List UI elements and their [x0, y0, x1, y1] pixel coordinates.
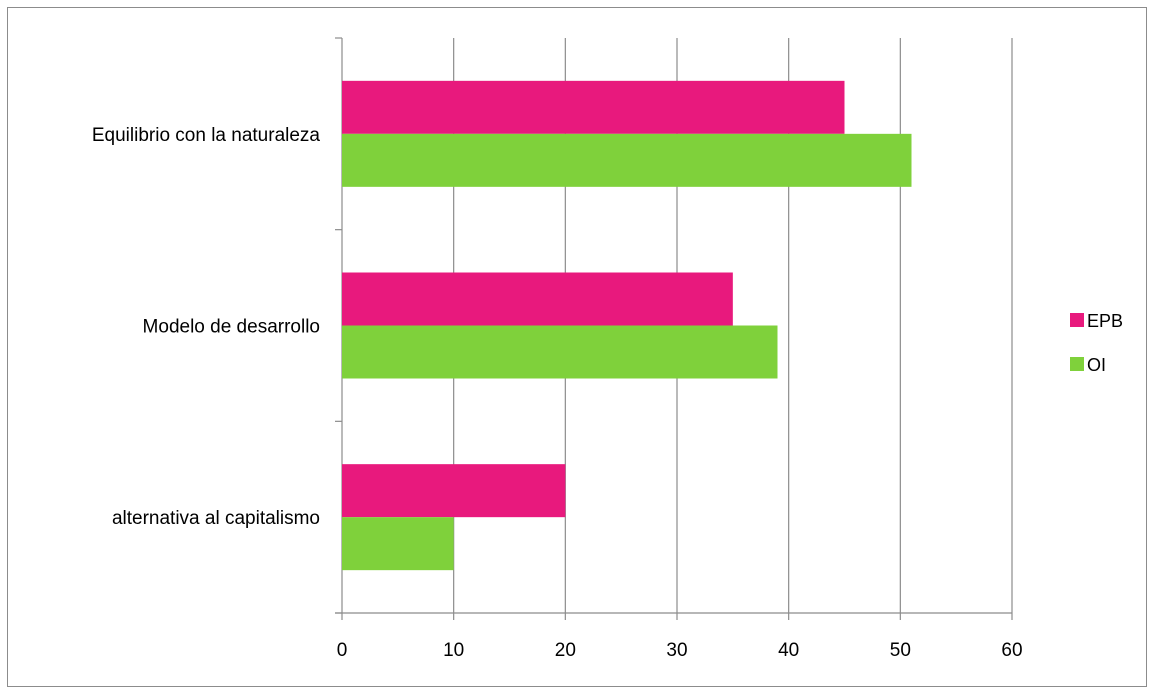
legend-swatch-epb: [1070, 313, 1084, 327]
legend-label-oi: OI: [1087, 355, 1106, 375]
bar-epb-1: [342, 272, 733, 326]
x-tick-label-30: 30: [666, 640, 687, 661]
x-tick-label-50: 50: [890, 640, 911, 661]
bar-oi-2: [342, 517, 454, 571]
x-tick-label-40: 40: [778, 640, 799, 661]
x-tick-label-20: 20: [555, 640, 576, 661]
x-tick-label-10: 10: [443, 640, 464, 661]
x-tick-label-0: 0: [337, 640, 348, 661]
bar-epb-2: [342, 464, 566, 518]
legend-swatch-oi: [1070, 357, 1084, 371]
category-label-2: alternativa al capitalismo: [112, 508, 320, 529]
bar-oi-0: [342, 133, 912, 187]
legend-label-epb: EPB: [1087, 311, 1123, 331]
x-tick-label-60: 60: [1001, 640, 1022, 661]
bar-epb-0: [342, 80, 845, 134]
category-label-1: Modelo de desarrollo: [143, 317, 320, 338]
category-label-0: Equilibrio con la naturaleza: [92, 125, 321, 146]
bar-oi-1: [342, 325, 778, 379]
